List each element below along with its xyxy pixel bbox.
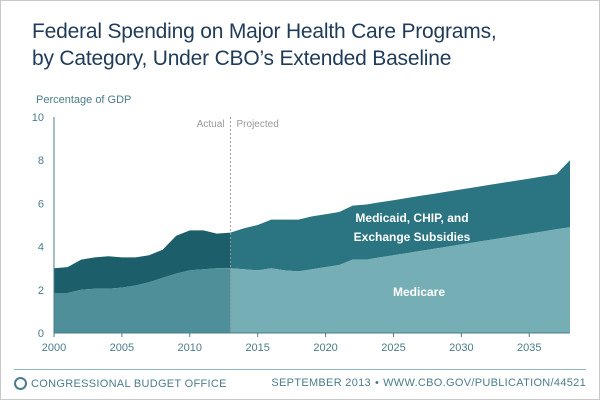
chart-title-line-1: Federal Spending on Major Health Care Pr… — [32, 20, 497, 43]
footer-url[interactable]: WWW.CBO.GOV/PUBLICATION/44521 — [383, 377, 586, 389]
x-tick-label: 2010 — [178, 342, 202, 354]
x-tick-label: 2025 — [381, 342, 405, 354]
x-tick-label: 2005 — [110, 342, 134, 354]
y-tick-label: 8 — [38, 155, 44, 167]
y-tick-label: 2 — [38, 285, 44, 297]
x-tick-label: 2020 — [313, 342, 337, 354]
projected-annotation: Projected — [237, 119, 279, 130]
cbo-logo-icon — [14, 377, 27, 390]
y-tick-label: 0 — [38, 328, 44, 340]
footer-divider — [14, 369, 586, 370]
x-tick-label: 2000 — [42, 342, 66, 354]
footer-date: SEPTEMBER 2013 — [271, 377, 371, 389]
x-tick-label: 2030 — [449, 342, 473, 354]
x-tick-label: 2035 — [517, 342, 541, 354]
footer-bullet-icon: • — [374, 377, 380, 389]
medicaid-series-label-line-1: Medicaid, CHIP, and — [355, 211, 468, 225]
medicaid-area-projected — [230, 160, 570, 272]
medicare-area-projected — [230, 227, 570, 333]
y-tick-label: 4 — [38, 242, 44, 254]
footer-org-name: CONGRESSIONAL BUDGET OFFICE — [31, 377, 227, 390]
chart-title-line-2: by Category, Under CBO’s Extended Baseli… — [32, 47, 452, 70]
y-tick-label: 10 — [32, 112, 44, 124]
medicaid-area-actual — [54, 230, 231, 293]
medicare-area-actual — [54, 268, 231, 333]
medicaid-series-label-line-2: Exchange Subsidies — [354, 230, 471, 244]
footer-org: CONGRESSIONAL BUDGET OFFICE — [14, 377, 227, 390]
medicare-series-label: Medicare — [393, 285, 445, 299]
footer-publication: SEPTEMBER 2013 • WWW.CBO.GOV/PUBLICATION/4… — [271, 377, 586, 389]
x-tick-label: 2015 — [245, 342, 269, 354]
actual-annotation: Actual — [197, 119, 225, 130]
y-axis-label: Percentage of GDP — [36, 94, 132, 106]
chart-title: Federal Spending on Major Health Care Pr… — [32, 18, 572, 72]
y-tick-label: 6 — [38, 198, 44, 210]
